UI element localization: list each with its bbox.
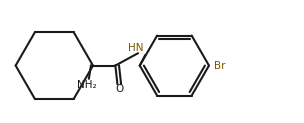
Text: HN: HN — [128, 43, 143, 53]
Text: NH₂: NH₂ — [77, 80, 97, 90]
Text: Br: Br — [214, 61, 226, 71]
Text: O: O — [115, 84, 123, 94]
